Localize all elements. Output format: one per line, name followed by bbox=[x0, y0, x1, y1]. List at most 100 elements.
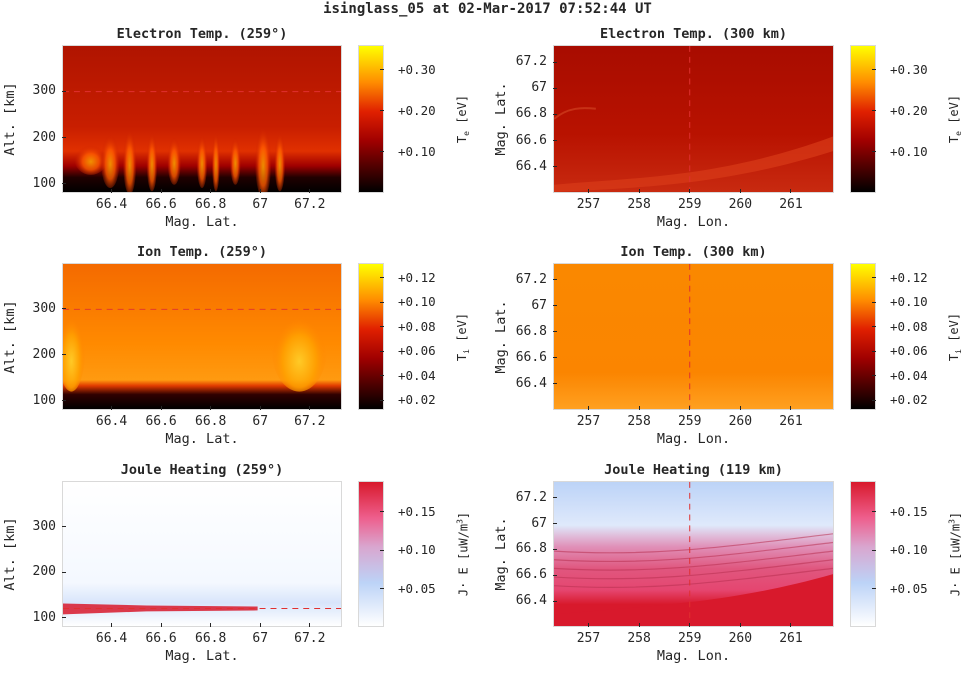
panel-6-ytick-66-6: 66.6 bbox=[515, 567, 547, 583]
panel-6-cbar-tick-0-05: +0.05 bbox=[890, 580, 928, 596]
panel-2-heatmap-field bbox=[554, 46, 833, 192]
panel-1-xlabel: Mag. Lat. bbox=[165, 214, 239, 230]
panel-3-xtick-67: 67 bbox=[252, 414, 269, 429]
panel-1-xtick-mark bbox=[259, 189, 261, 193]
panel-5-xtick-mark bbox=[210, 623, 212, 627]
panel-5-heatmap-field bbox=[63, 482, 341, 626]
panel-1-ytick-mark bbox=[62, 137, 66, 138]
panel-1-heatmap-field bbox=[63, 46, 341, 192]
panel-5-colorbar bbox=[358, 481, 384, 627]
panel-2-colorbar bbox=[850, 45, 876, 193]
panel-2-ytick-mark bbox=[553, 140, 557, 142]
panel-3-xtick-66-8: 66.8 bbox=[195, 414, 227, 429]
panel-4-xtick-259: 259 bbox=[677, 414, 702, 429]
panel-2-colorbar-label: Te [eV] bbox=[947, 95, 963, 143]
panel-6-ytick-66-8: 66.8 bbox=[515, 541, 547, 557]
panel-1-xtick-mark bbox=[210, 189, 212, 193]
panel-3-colorbar-label: Ti [eV] bbox=[455, 312, 471, 360]
panel-3-cbar-tick-mark bbox=[380, 350, 384, 352]
panel-1-burst bbox=[254, 119, 272, 192]
panel-2-xlabel: Mag. Lon. bbox=[656, 214, 731, 230]
panel-1-burst bbox=[167, 132, 182, 185]
panel-3-cbar-tick-mark bbox=[380, 399, 384, 401]
panel-3-xtick-mark bbox=[210, 406, 212, 410]
panel-6-arc bbox=[554, 541, 833, 563]
panel-6-colorbar-gradient bbox=[851, 482, 875, 626]
panel-2-arc bbox=[554, 107, 596, 120]
panel-2-heatmap bbox=[553, 45, 834, 193]
panel-6-ytick-mark bbox=[553, 600, 557, 602]
panel-6-xtick-258: 258 bbox=[627, 631, 651, 646]
panel-4-xlabel: Mag. Lon. bbox=[656, 431, 731, 447]
figure-title: isinglass_05 at 02-Mar-2017 07:52:44 UT bbox=[323, 1, 652, 17]
panel-3-cbar-tick-0-04: +0.04 bbox=[398, 367, 436, 383]
panel-1-cbar-tick-mark bbox=[380, 110, 384, 112]
panel-1-ytick-mark bbox=[62, 90, 66, 92]
panel-6-colorbar-label-sup: 3 bbox=[947, 519, 957, 524]
panel-1-burst bbox=[211, 125, 221, 192]
panel-3-ytick-mark bbox=[62, 354, 66, 356]
panel-4-cbar-tick-mark bbox=[872, 301, 876, 303]
panel-3-cbar-tick-mark bbox=[380, 301, 384, 303]
panel-3-colorbar-label-main: T bbox=[454, 353, 469, 361]
panel-3-cbar-tick-0-08: +0.08 bbox=[398, 318, 436, 334]
panel-2-ytick-67-2: 67.2 bbox=[515, 54, 547, 70]
panel-2-xtick-mark bbox=[638, 189, 640, 193]
panel-3-colorbar-gradient bbox=[359, 264, 383, 409]
panel-6-xtick-mark bbox=[739, 623, 741, 627]
panel-6-ytick-67-2: 67.2 bbox=[515, 489, 547, 505]
panel-5-ytick-mark bbox=[62, 617, 66, 619]
panel-1-colorbar-label-sub: e bbox=[462, 131, 472, 136]
panel-6-cbar-tick-0-10: +0.10 bbox=[890, 542, 928, 558]
panel-2-xtick-mark bbox=[587, 189, 589, 193]
panel-6-xtick-261: 261 bbox=[779, 631, 803, 646]
panel-4-cbar-tick-0-08: +0.08 bbox=[890, 318, 928, 334]
panel-2-ytick-mark bbox=[553, 61, 557, 63]
panel-5-xtick-mark bbox=[160, 623, 162, 627]
panel-6-xtick-mark bbox=[587, 623, 589, 627]
panel-2-ytick-mark bbox=[553, 87, 557, 89]
panel-6-xtick-mark bbox=[638, 623, 640, 627]
panel-2-xtick-257: 257 bbox=[576, 197, 601, 212]
panel-2-colorbar-label-unit: [eV] bbox=[946, 94, 961, 132]
panel-6-xtick-mark bbox=[790, 623, 792, 627]
panel-1-burst bbox=[146, 125, 158, 192]
panel-2-colorbar-label-sub: e bbox=[954, 131, 964, 136]
panel-6-cbar-tick-mark bbox=[872, 588, 876, 590]
panel-4-cbar-tick-0-04: +0.04 bbox=[890, 367, 928, 383]
panel-2-xtick-mark bbox=[689, 189, 691, 193]
panel-1-burst bbox=[100, 128, 120, 188]
panel-3-colorbar-label-sub: i bbox=[462, 348, 472, 354]
panel-3-ytick-300: 300 bbox=[32, 300, 56, 316]
panel-1-colorbar-label-main: T bbox=[454, 135, 469, 144]
panel-2-xtick-261: 261 bbox=[779, 197, 803, 212]
panel-6-cbar-tick-mark bbox=[872, 549, 876, 551]
panel-2-ytick-66-8: 66.8 bbox=[515, 106, 547, 122]
panel-3-ytick-mark bbox=[62, 400, 66, 402]
panel-1-colorbar-label: Te [eV] bbox=[455, 95, 471, 143]
panel-6-ytick-mark bbox=[553, 497, 557, 499]
panel-5-cbar-tick-mark bbox=[380, 549, 384, 551]
panel-4-ytick-66-6: 66.6 bbox=[515, 349, 547, 365]
panel-1-xtick-66-4: 66.4 bbox=[95, 197, 128, 212]
panel-3-cbar-tick-0-12: +0.12 bbox=[398, 269, 436, 285]
panel-2-cbar-tick-mark bbox=[872, 151, 876, 153]
panel-1-cbar-tick-0-10: +0.10 bbox=[398, 143, 436, 159]
panel-1-xtick-66-6: 66.6 bbox=[145, 197, 177, 212]
panel-5-xtick-mark bbox=[111, 623, 113, 627]
panel-1-burst bbox=[122, 122, 137, 192]
panel-4-xtick-mark bbox=[790, 406, 792, 410]
panel-6-ytick-67: 67 bbox=[531, 515, 547, 531]
panel-6-arc bbox=[554, 567, 833, 588]
panel-2-ytick-mark bbox=[553, 166, 557, 168]
panel-6-xlabel: Mag. Lon. bbox=[656, 648, 731, 664]
panel-4-ytick-66-4: 66.4 bbox=[515, 375, 547, 391]
panel-6-cbar-tick-0-15: +0.15 bbox=[890, 503, 928, 519]
panel-6-colorbar-label-main: J· E [uW/m bbox=[948, 523, 963, 597]
panel-5-colorbar-label-main: J· E [uW/m bbox=[456, 523, 471, 597]
panel-6-xtick-257: 257 bbox=[576, 631, 601, 646]
panel-4-ytick-mark bbox=[553, 357, 557, 359]
panel-1-ytick-200: 200 bbox=[32, 129, 56, 145]
panel-4-shading bbox=[554, 264, 833, 409]
panel-4-cbar-tick-mark bbox=[872, 399, 876, 401]
